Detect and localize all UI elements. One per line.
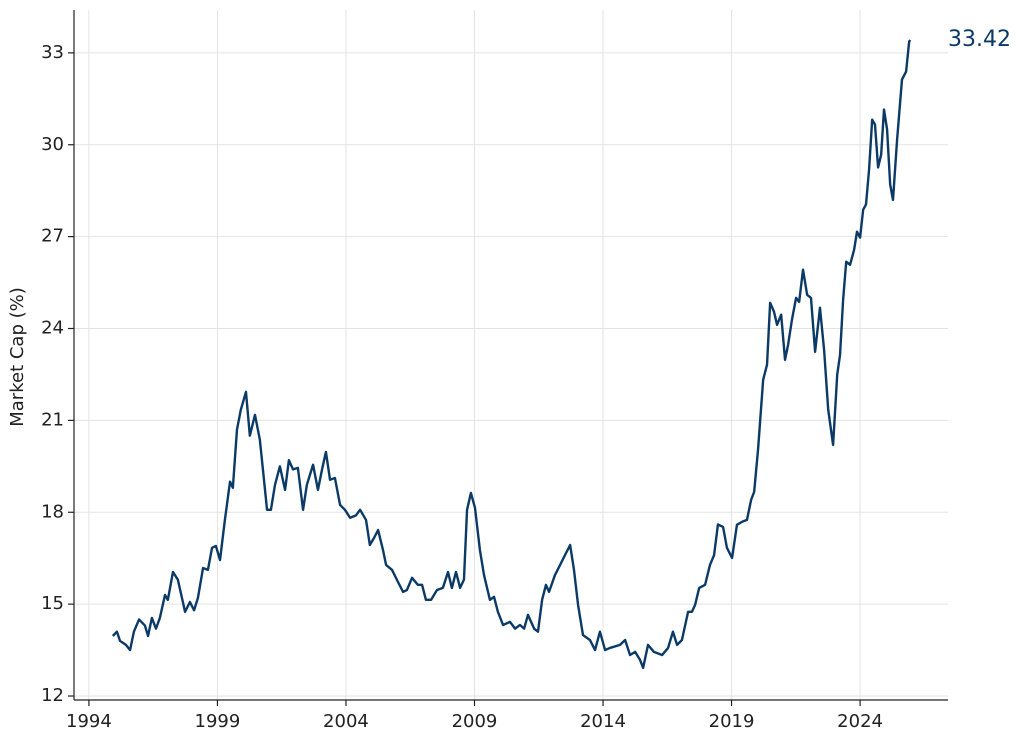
x-tick-label: 1999: [195, 711, 241, 732]
y-axis-label: Market Cap (%): [7, 287, 28, 427]
x-tick-label: 2014: [580, 711, 626, 732]
y-tick-label: 18: [41, 501, 64, 522]
x-tick-label: 2004: [323, 711, 369, 732]
y-tick-label: 15: [41, 593, 64, 614]
y-tick-label: 27: [41, 226, 64, 247]
y-tick-label: 33: [41, 42, 64, 63]
x-tick-label: 1994: [66, 711, 112, 732]
end-value-label: 33.42: [948, 27, 1011, 52]
x-tick-label: 2024: [837, 711, 883, 732]
y-tick-label: 30: [41, 134, 64, 155]
y-tick-label: 24: [41, 318, 64, 339]
y-tick-label: 21: [41, 409, 64, 430]
x-tick-label: 2009: [452, 711, 498, 732]
line: [111, 39, 912, 670]
x-tick-label: 2019: [709, 711, 755, 732]
y-tick-label: 12: [41, 685, 64, 706]
